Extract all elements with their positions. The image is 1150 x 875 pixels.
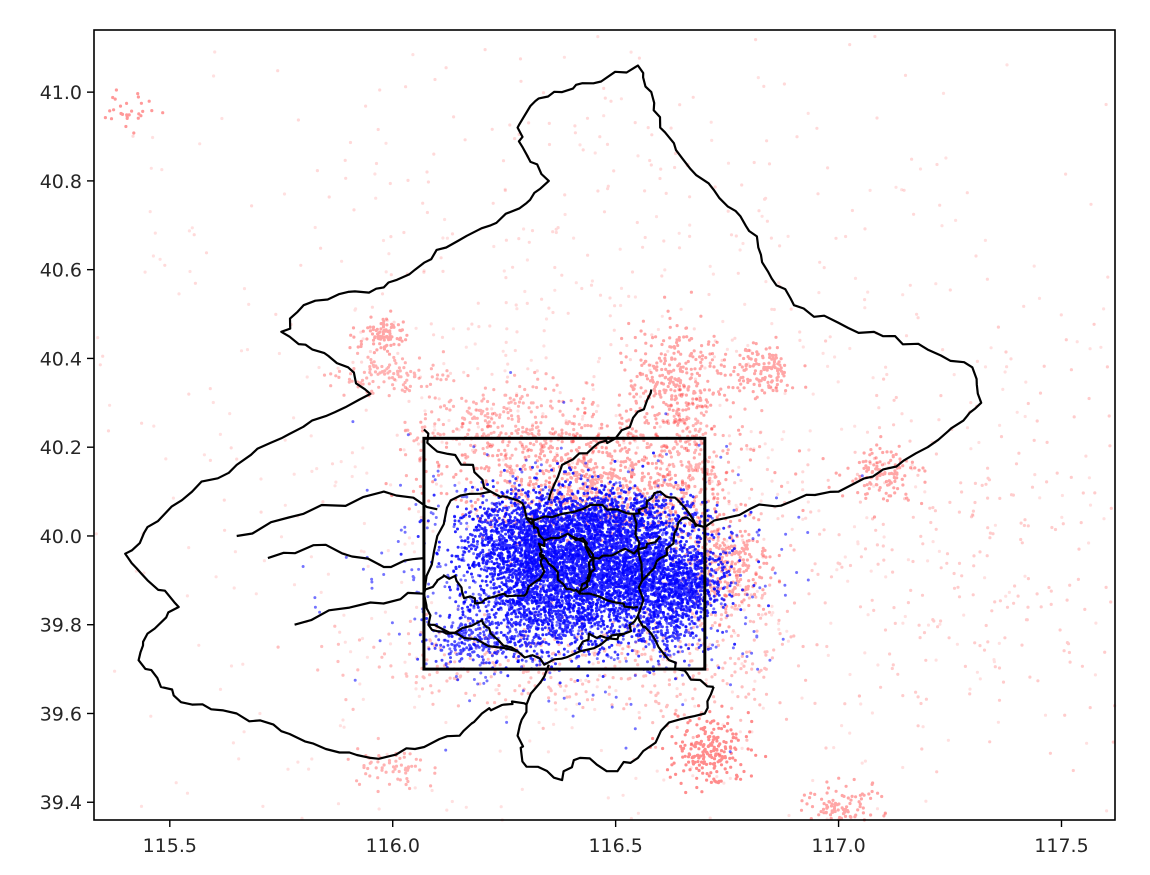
region-boundary-10 bbox=[636, 615, 714, 688]
region-boundary-5 bbox=[525, 517, 546, 542]
y-axis: 39.4 39.6 39.8 40.0 40.2 40.4 40.6 40.8 41.0 bbox=[40, 82, 94, 814]
region-boundary-8 bbox=[641, 516, 706, 582]
y-tick-label: 39.8 bbox=[40, 615, 82, 637]
bounding-box-layer bbox=[422, 436, 707, 671]
x-tick-label: 116.5 bbox=[588, 835, 642, 857]
red-points-cluster-10 bbox=[799, 776, 887, 822]
red-points-cluster-5 bbox=[708, 335, 808, 405]
blue-points-cluster-6 bbox=[514, 465, 761, 558]
region-boundary-3 bbox=[422, 552, 546, 605]
red-points-cluster-16 bbox=[98, 34, 1110, 634]
region-boundary-14 bbox=[423, 428, 492, 493]
region-boundary-13 bbox=[267, 543, 425, 569]
region-boundary-18 bbox=[637, 535, 662, 551]
region-boundary-11 bbox=[294, 591, 424, 626]
region-boundary-16 bbox=[516, 664, 715, 782]
y-tick-label: 40.2 bbox=[40, 437, 82, 459]
red-points-cluster-14 bbox=[103, 88, 165, 135]
red-points-cluster-8 bbox=[322, 350, 456, 398]
region-boundary-6 bbox=[427, 619, 519, 653]
y-tick-label: 40.6 bbox=[40, 260, 82, 282]
y-tick-label: 41.0 bbox=[40, 82, 82, 104]
region-boundary-12 bbox=[236, 490, 438, 538]
y-tick-label: 40.4 bbox=[40, 348, 82, 370]
red-points-cluster-6 bbox=[827, 435, 927, 519]
red-points-cluster-11 bbox=[276, 585, 861, 741]
region-boundary-19 bbox=[593, 547, 639, 560]
blue-points-cluster-4 bbox=[425, 555, 683, 685]
blue-points-cluster-1 bbox=[399, 468, 647, 633]
region-boundary-9 bbox=[633, 490, 697, 528]
x-tick-label: 116.0 bbox=[366, 835, 420, 857]
x-tick-label: 117.0 bbox=[811, 835, 865, 857]
y-tick-label: 39.4 bbox=[40, 792, 82, 814]
x-axis: 115.5 116.0 116.5 117.0 117.5 bbox=[143, 820, 1089, 857]
y-tick-label: 39.6 bbox=[40, 703, 82, 725]
region-boundary-17 bbox=[124, 64, 983, 760]
study-area-rectangle bbox=[422, 436, 707, 671]
red-points-cluster-7 bbox=[348, 309, 409, 356]
red-points-cluster-1 bbox=[403, 369, 636, 487]
blue-points-cluster-3 bbox=[640, 533, 756, 643]
red-points-cluster-9 bbox=[648, 704, 768, 795]
region-boundary-7 bbox=[577, 632, 625, 652]
y-tick-label: 40.8 bbox=[40, 171, 82, 193]
red-points-cluster-3 bbox=[597, 361, 764, 562]
x-tick-label: 115.5 bbox=[143, 835, 197, 857]
axes-frame bbox=[93, 29, 1116, 821]
y-tick-label: 40.0 bbox=[40, 526, 82, 548]
region-boundary-15 bbox=[547, 389, 653, 501]
region-boundary-4 bbox=[579, 592, 639, 609]
x-tick-label: 117.5 bbox=[1034, 835, 1088, 857]
